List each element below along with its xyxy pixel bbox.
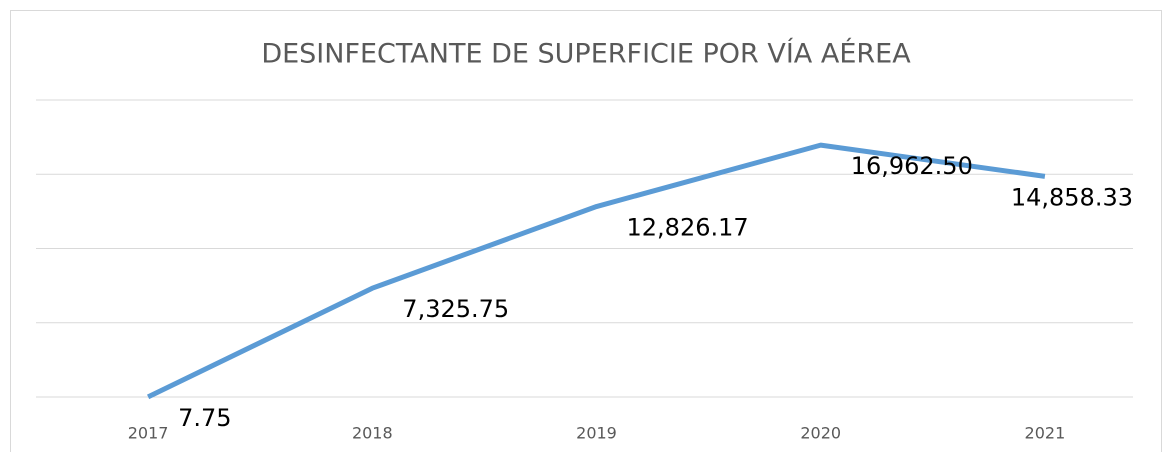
chart-frame xyxy=(10,10,1162,452)
line xyxy=(147,142,1046,400)
x-tick-label: 2021 xyxy=(1025,424,1066,443)
data-label: 12,826.17 xyxy=(627,214,749,242)
data-label: 7,325.75 xyxy=(402,295,509,323)
x-tick-label: 2018 xyxy=(352,424,393,443)
x-tick-label: 2017 xyxy=(128,424,169,443)
data-label: 16,962.50 xyxy=(851,152,973,180)
data-label: 7.75 xyxy=(178,404,231,432)
x-tick-label: 2019 xyxy=(576,424,617,443)
x-tick-label: 2020 xyxy=(800,424,841,443)
data-label: 14,858.33 xyxy=(1011,183,1133,211)
chart-title: DESINFECTANTE DE SUPERFICIE POR VÍA AÉRE… xyxy=(261,38,911,70)
